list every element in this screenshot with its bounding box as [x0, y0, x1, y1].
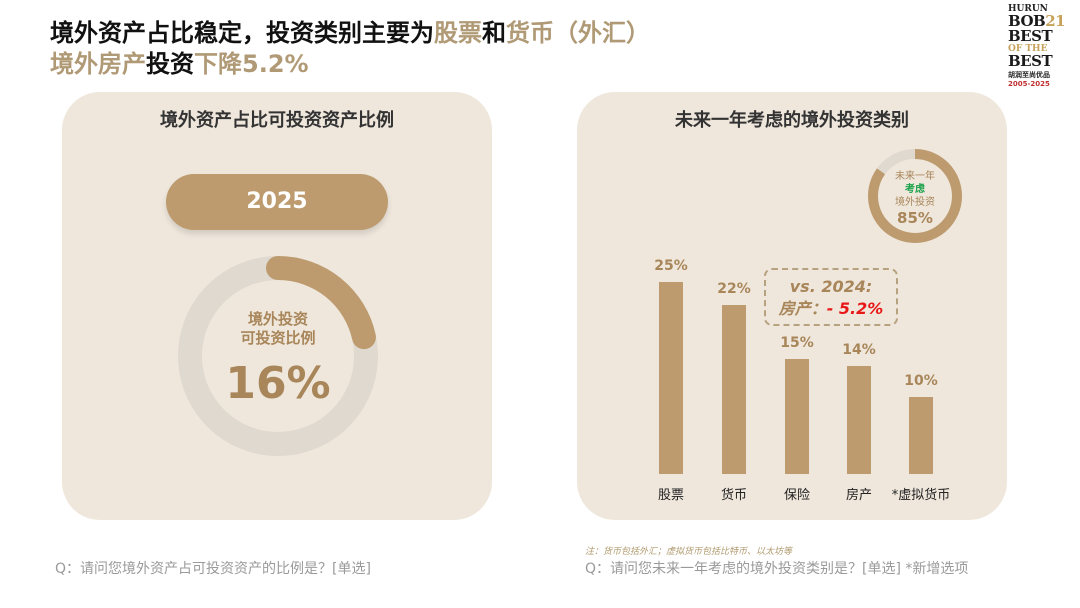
bar-1 [722, 305, 746, 474]
bar-0 [659, 282, 683, 474]
donut-value-arc [266, 256, 376, 350]
bar-category-label: 股票 [657, 488, 684, 503]
bar-category-label: *虚拟货币 [891, 488, 951, 503]
bar-3 [847, 366, 871, 474]
left-panel: 境外资产占比可投资资产比例 2025 境外投资 可投资比例 16% [62, 92, 492, 520]
comparison-box: vs. 2024: 房产：- 5.2% [764, 268, 898, 326]
donut-label: 境外投资 可投资比例 [240, 310, 316, 347]
footnote: 注：货币包括外汇；虚拟货币包括比特币、以太坊等 [585, 547, 793, 557]
bar-value-label: 25% [654, 258, 688, 274]
mini-donut [868, 149, 962, 243]
overseas-ratio-donut [178, 256, 378, 456]
bar-value-label: 15% [780, 334, 814, 351]
right-panel-title: 未来一年考虑的境外投资类别 [675, 110, 909, 131]
hurun-logo: HURUN BOB21 BEST OF THE BEST 胡润至尚优品 2005… [1008, 4, 1074, 90]
left-question: Q：请问您境外资产占可投资资产的比例是？[单选] [55, 561, 371, 577]
bar-category-label: 房产 [845, 488, 872, 503]
right-panel: 未来一年考虑的境外投资类别 未来一年 考虑 境外投资 85% vs. 2024:… [577, 92, 1007, 520]
title-line-2: 境外房产投资下降5.2% [50, 50, 309, 78]
mini-donut-label: 未来一年 考虑 境外投资 85% [895, 171, 935, 227]
bar-4 [909, 397, 933, 474]
title-line-1: 境外资产占比稳定，投资类别主要为股票和货币（外汇） [50, 19, 650, 47]
page-title: 境外资产占比稳定，投资类别主要为股票和货币（外汇） 境外房产投资下降5.2% [50, 18, 650, 80]
bar-value-label: 14% [842, 342, 876, 359]
donut-value: 16% [225, 358, 331, 409]
mini-donut-value-arc [868, 149, 962, 243]
bar-value-label: 10% [904, 373, 938, 390]
bar-category-label: 货币 [720, 488, 747, 503]
left-panel-title: 境外资产占比可投资资产比例 [160, 110, 394, 131]
right-question: Q：请问您未来一年考虑的境外投资类别是？[单选] *新增选项 [585, 561, 969, 577]
bar-category-label: 保险 [783, 488, 810, 503]
bar-2 [785, 358, 809, 474]
year-pill: 2025 [166, 174, 388, 230]
bar-value-label: 22% [717, 281, 751, 298]
